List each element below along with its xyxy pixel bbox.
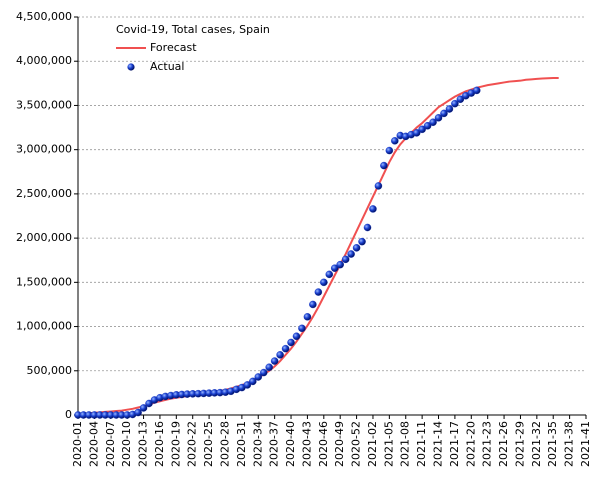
y-tick-label: 0 [65,408,72,421]
x-tick-label: 2020-43 [300,421,313,467]
x-tick-label: 2020-49 [333,421,346,467]
x-tick-label: 2020-31 [235,421,248,467]
y-tick-label: 2,000,000 [16,231,72,244]
x-tick-label: 2020-22 [186,421,199,467]
actual-point [451,99,459,108]
x-tick-label: 2021-05 [382,421,395,467]
y-tick-label: 3,000,000 [16,143,72,156]
plot [74,77,559,419]
actual-point [440,109,448,118]
actual-point [363,223,372,232]
actual-point [249,377,257,386]
y-tick-label: 500,000 [27,364,73,377]
x-tick-label: 2021-02 [366,421,379,467]
actual-point [303,313,312,321]
actual-point [445,105,454,113]
actual-point [276,351,284,359]
y-tick-label: 1,500,000 [16,275,72,288]
actual-point [134,408,142,417]
actual-point [298,324,306,333]
actual-point [281,344,290,353]
x-tick-label: 2021-14 [432,421,445,467]
actual-point [473,86,481,95]
legend: Covid-19, Total cases, Spain Forecast Act… [116,23,270,73]
actual-point [418,125,426,134]
x-tick-label: 2020-34 [251,421,264,467]
actual-point [243,381,252,389]
x-tick-label: 2020-01 [71,421,84,467]
y-tick-label: 1,000,000 [16,320,72,333]
y-tick-label: 4,500,000 [16,10,72,23]
x-tick-label: 2020-37 [268,421,281,467]
y-tick-label: 4,000,000 [16,54,72,67]
x-tick-label: 2021-26 [497,421,510,467]
x-tick-label: 2021-20 [464,421,477,467]
actual-point [139,404,148,412]
x-tick-label: 2021-08 [399,421,412,467]
grid: 0 500,000 1,000,000 1,500,000 2,000,000 2,500… [16,10,592,467]
actual-point [270,357,279,365]
legend-label: Forecast [150,41,197,54]
actual-point [423,122,432,130]
actual-point [380,161,388,170]
x-tick-label: 2021-17 [448,421,461,467]
x-tick-label: 2020-25 [202,421,215,467]
actual-point [309,300,317,309]
actual-point [259,368,268,377]
actual-point [391,137,399,145]
x-tick-label: 2020-16 [153,421,166,467]
actual-point [456,95,465,104]
actual-point [320,278,328,287]
actual-point [374,182,383,190]
x-tick-label: 2021-32 [530,421,543,467]
actual-point [336,260,344,269]
forecast-line [77,77,559,416]
actual-point [412,129,421,137]
legend-swatch [127,63,135,71]
legend-label: Actual [150,60,184,73]
x-tick-label: 2021-23 [481,421,494,467]
actual-point [429,118,437,126]
x-tick-label: 2020-19 [169,421,182,467]
actual-point [325,270,334,279]
actual-point [369,205,377,213]
actual-point [145,399,153,408]
y-tick-label: 3,500,000 [16,98,72,111]
x-tick-label: 2021-29 [513,421,526,467]
x-tick-label: 2020-40 [284,421,297,467]
actual-point [265,363,273,371]
x-tick-label: 2020-10 [120,421,133,467]
actual-point [330,264,339,272]
actual-point [254,373,263,381]
actual-point [352,244,361,252]
x-tick-label: 2020-46 [317,421,330,467]
x-tick-label: 2020-13 [137,421,150,467]
actual-point [347,250,355,258]
chart-title: Covid-19, Total cases, Spain [116,23,270,36]
x-tick-label: 2020-07 [104,421,117,467]
actual-point [358,237,366,246]
actual-point [292,332,301,341]
actual-point [287,338,295,347]
x-tick-label: 2020-28 [218,421,231,467]
x-tick-label: 2021-35 [546,421,559,467]
x-tick-label: 2021-41 [579,421,592,467]
y-tick-label: 2,500,000 [16,187,72,200]
x-tick-label: 2021-11 [415,421,428,467]
actual-point [341,255,350,264]
actual-point [434,114,443,122]
x-tick-label: 2020-52 [350,421,363,467]
x-tick-label: 2021-38 [563,421,576,467]
x-tick-label: 2020-04 [87,421,100,467]
actual-point [385,146,394,155]
actual-point [314,288,323,296]
